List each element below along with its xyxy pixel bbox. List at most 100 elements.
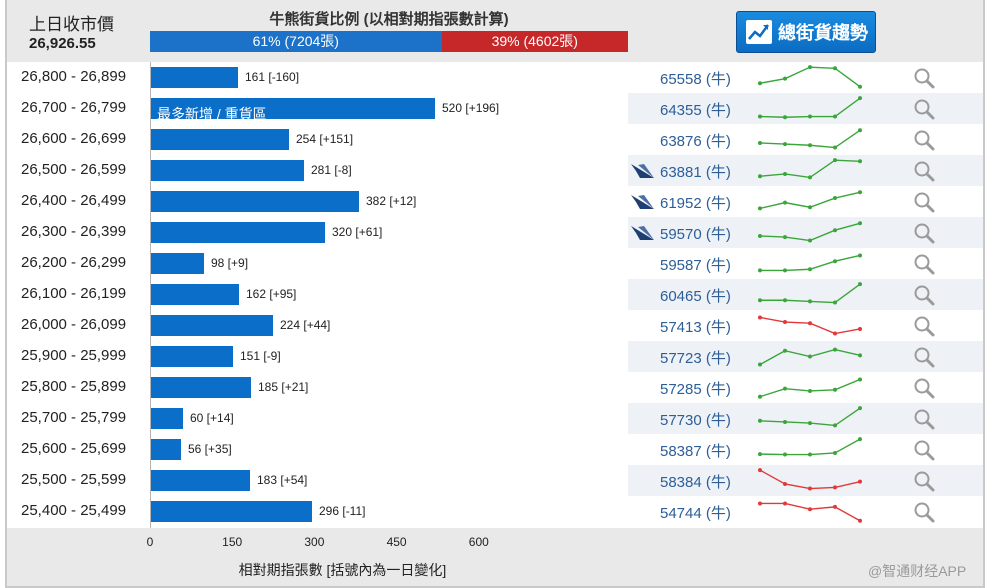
sparkline-point: [858, 221, 862, 226]
sparkline-point: [808, 321, 812, 326]
search-icon[interactable]: [913, 253, 935, 275]
total-trend-button[interactable]: 總街貨趨勢: [736, 11, 876, 53]
bar-zone: 382 [+12]: [150, 186, 628, 217]
contract-bar: [150, 191, 359, 212]
bull-count[interactable]: 63881 (牛): [660, 164, 731, 181]
contract-count: 60 [+14]: [190, 411, 234, 425]
contract-count: 281 [-8]: [311, 163, 352, 177]
sparkline-line: [759, 159, 861, 179]
bull-count[interactable]: 61952 (牛): [660, 195, 731, 212]
sparkline: [758, 158, 862, 180]
strike-range: 26,100 - 26,199: [21, 285, 127, 302]
search-icon[interactable]: [913, 284, 935, 306]
sparkline: [758, 128, 862, 150]
sparkline-line: [759, 66, 861, 88]
contract-count: 382 [+12]: [366, 194, 417, 208]
sparkline-point: [808, 238, 812, 243]
search-icon[interactable]: [913, 470, 935, 492]
sparkline-point: [783, 419, 787, 424]
search-icon[interactable]: [913, 377, 935, 399]
bull-count[interactable]: 57413 (牛): [660, 319, 731, 336]
sparkline-point: [758, 174, 762, 179]
sparkline-point: [783, 386, 787, 391]
contract-bar: [150, 377, 251, 398]
bar-zone: 60 [+14]: [150, 403, 628, 434]
search-icon[interactable]: [913, 346, 935, 368]
contract-bar: [150, 470, 250, 491]
sparkline-point: [858, 282, 862, 287]
bar-zone: 161 [-160]: [150, 62, 628, 93]
strike-range: 26,000 - 26,099: [21, 316, 127, 333]
bull-count[interactable]: 57285 (牛): [660, 381, 731, 398]
sparkline-point: [833, 423, 837, 428]
table-row: 26,200 - 26,299 98 [+9] 59587 (牛): [7, 248, 983, 279]
bull-info: 58384 (牛): [628, 465, 983, 496]
sparkline-line: [759, 378, 861, 398]
sparkline-point: [833, 450, 837, 455]
search-icon[interactable]: [913, 160, 935, 182]
bull-count[interactable]: 65558 (牛): [660, 71, 731, 88]
search-icon[interactable]: [913, 67, 935, 89]
sparkline-line: [760, 502, 861, 522]
sparkline-point: [858, 353, 862, 358]
sparkline: [758, 253, 862, 273]
bull-info: 58387 (牛): [628, 434, 983, 465]
sparkline-point: [833, 300, 837, 305]
sparkline-point: [783, 320, 787, 325]
bull-count[interactable]: 63876 (牛): [660, 133, 731, 150]
distribution-table: 26,800 - 26,899 161 [-160] 65558 (牛) 26,700…: [7, 62, 983, 528]
search-icon[interactable]: [913, 98, 935, 120]
strike-range: 26,200 - 26,299: [21, 254, 127, 271]
bull-count[interactable]: 60465 (牛): [660, 288, 731, 305]
table-row: 25,800 - 25,899 185 [+21] 57285 (牛): [7, 372, 983, 403]
search-icon[interactable]: [913, 222, 935, 244]
contract-count: 520 [+196]: [442, 101, 500, 115]
contract-bar: 最多新增 / 重貨區: [150, 98, 435, 122]
bar-zone: 296 [-11]: [150, 496, 628, 527]
contract-count: 254 [+151]: [296, 132, 354, 146]
prev-close-label: 上日收市價: [29, 15, 114, 34]
sparkline-line: [759, 469, 861, 490]
sparkline-point: [858, 479, 862, 484]
contract-count: 183 [+54]: [257, 473, 308, 487]
sparkline-point: [758, 394, 762, 399]
bull-count[interactable]: 59587 (牛): [660, 257, 731, 274]
sparkline-line: [759, 97, 861, 118]
bull-count[interactable]: 58384 (牛): [660, 474, 731, 491]
x-axis-tick-label: 450: [386, 535, 407, 549]
sparkline-point: [783, 298, 787, 303]
bull-count[interactable]: 57730 (牛): [660, 412, 731, 429]
sparkline-point: [808, 507, 812, 512]
bull-count[interactable]: 59570 (牛): [660, 226, 731, 243]
bull-count[interactable]: 58387 (牛): [660, 443, 731, 460]
sparkline-point: [783, 200, 787, 205]
search-icon[interactable]: [913, 408, 935, 430]
issuer-logo-icon: [631, 195, 654, 209]
bull-count[interactable]: 64355 (牛): [660, 102, 731, 119]
bull-count[interactable]: 57723 (牛): [660, 350, 731, 367]
search-icon[interactable]: [913, 439, 935, 461]
table-row: 26,400 - 26,499 382 [+12] 61952 (牛): [7, 186, 983, 217]
sparkline-point: [783, 142, 787, 147]
search-icon[interactable]: [913, 501, 935, 523]
sparkline-point: [833, 158, 837, 163]
bull-info: 57285 (牛): [628, 372, 983, 403]
sparkline: [758, 282, 862, 305]
x-axis-tick-label: 150: [222, 535, 243, 549]
sparkline-point: [758, 140, 762, 145]
contract-bar: [150, 67, 238, 88]
x-axis-title: 相對期指張數 [括號內為一日變化]: [238, 562, 447, 578]
contract-bar: [150, 129, 289, 150]
contract-bar: [150, 408, 183, 429]
sparkline-point: [833, 259, 837, 264]
bull-count[interactable]: 54744 (牛): [660, 505, 731, 522]
search-icon[interactable]: [913, 129, 935, 151]
bar-zone: 281 [-8]: [150, 155, 628, 186]
bull-info: 54744 (牛): [628, 496, 983, 527]
search-icon[interactable]: [913, 191, 935, 213]
sparkline-point: [808, 421, 812, 426]
sparkline-point: [758, 315, 762, 320]
bull-info: 57723 (牛): [628, 341, 983, 372]
contract-count: 98 [+9]: [211, 256, 249, 270]
search-icon[interactable]: [913, 315, 935, 337]
